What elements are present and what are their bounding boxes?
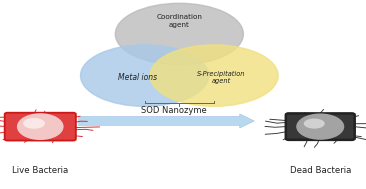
Text: S-Precipitation
agent: S-Precipitation agent bbox=[197, 71, 246, 84]
FancyArrow shape bbox=[79, 114, 254, 128]
Ellipse shape bbox=[150, 45, 278, 106]
Text: Live Bacteria: Live Bacteria bbox=[12, 166, 68, 175]
Text: SOD Nanozyme: SOD Nanozyme bbox=[141, 106, 207, 115]
Ellipse shape bbox=[304, 119, 325, 129]
Ellipse shape bbox=[296, 113, 344, 140]
FancyBboxPatch shape bbox=[5, 113, 76, 141]
FancyBboxPatch shape bbox=[286, 113, 355, 140]
Text: Coordination
agent: Coordination agent bbox=[156, 14, 202, 28]
Ellipse shape bbox=[115, 3, 243, 65]
Ellipse shape bbox=[81, 45, 209, 106]
Ellipse shape bbox=[23, 118, 45, 129]
Text: Metal ions: Metal ions bbox=[118, 73, 157, 82]
Ellipse shape bbox=[17, 113, 64, 140]
Text: Dead Bacteria: Dead Bacteria bbox=[290, 166, 351, 175]
